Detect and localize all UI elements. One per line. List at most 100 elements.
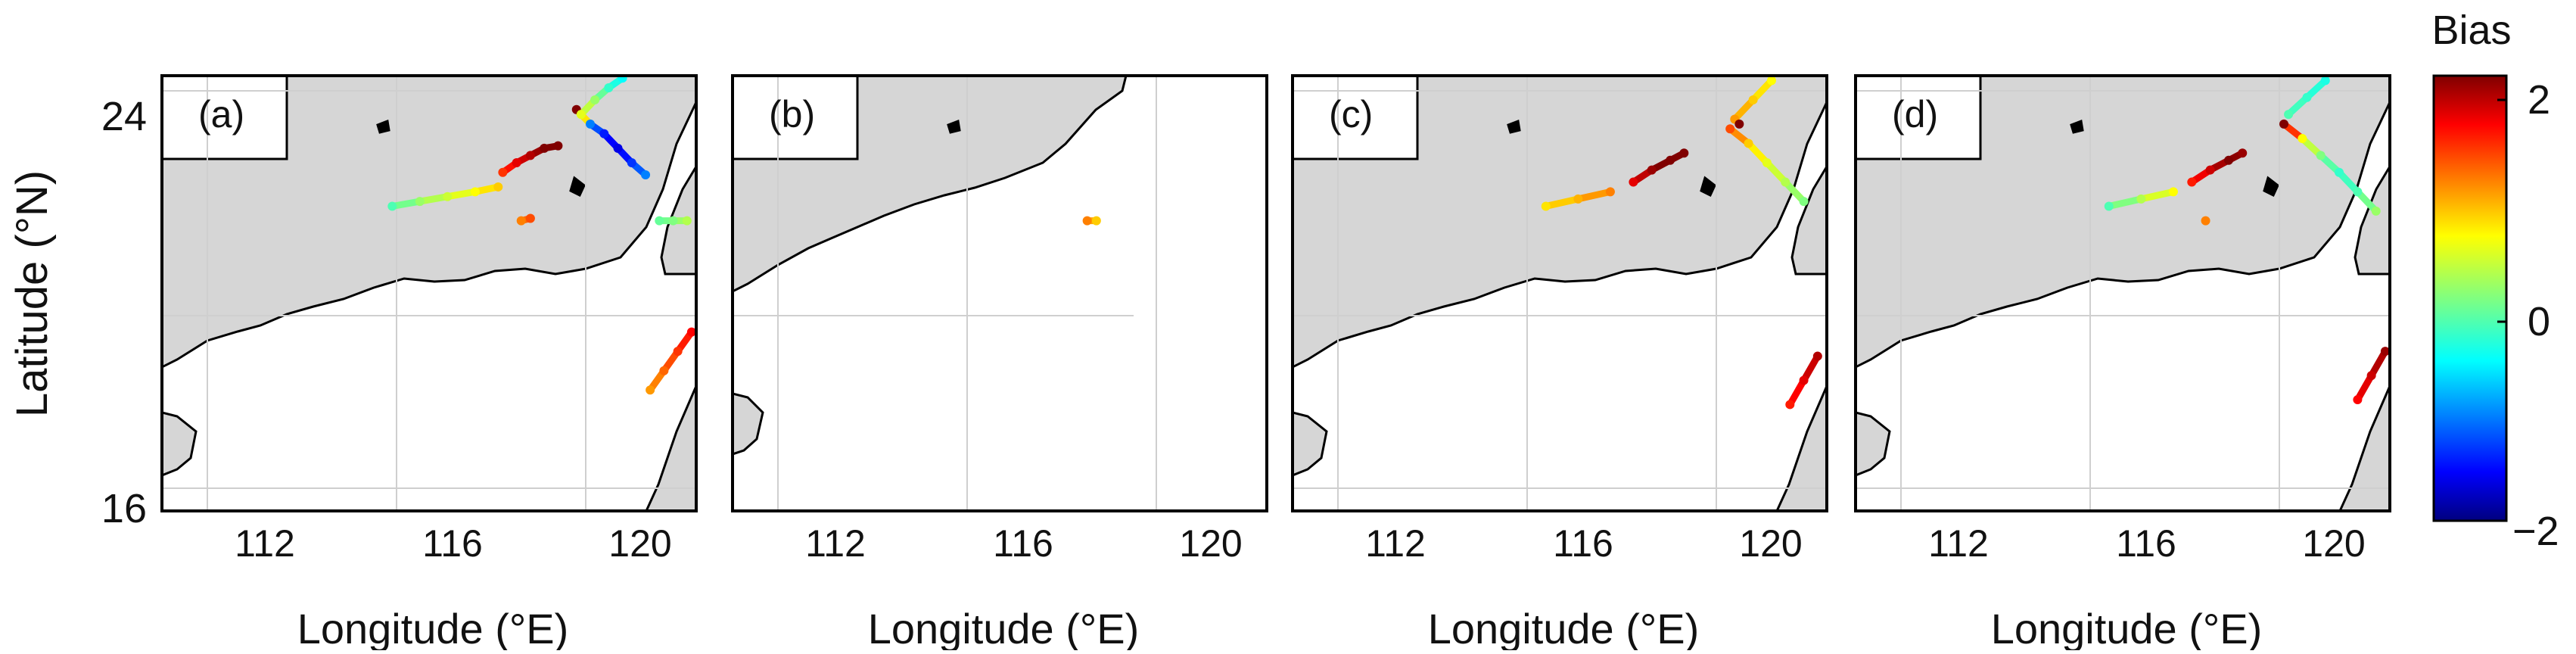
track-point bbox=[1812, 351, 1822, 361]
x-axis-label: Longitude (°E) bbox=[1428, 605, 1700, 650]
track-point bbox=[590, 95, 600, 104]
track-point bbox=[2335, 167, 2344, 177]
track-point bbox=[2371, 206, 2381, 216]
x-tick-label: 116 bbox=[422, 522, 483, 565]
track-point bbox=[2380, 347, 2390, 357]
x-axis-label: Longitude (°E) bbox=[1991, 605, 2263, 650]
track-point bbox=[2366, 371, 2376, 381]
land-area bbox=[1293, 76, 1827, 511]
map-grid bbox=[162, 76, 696, 511]
x-tick-label: 112 bbox=[235, 522, 295, 565]
track-point bbox=[1799, 375, 1809, 385]
track-point bbox=[2279, 119, 2289, 129]
x-tick-label: 116 bbox=[2116, 522, 2176, 565]
track-obs-d bbox=[2104, 76, 2390, 405]
track-point bbox=[2298, 134, 2307, 144]
track-segment bbox=[1574, 188, 1614, 203]
track-point bbox=[2223, 155, 2233, 165]
x-tick-label: 116 bbox=[993, 522, 1053, 565]
track-point bbox=[586, 119, 596, 129]
track-point bbox=[2353, 187, 2363, 197]
track-point bbox=[646, 385, 655, 395]
track-point bbox=[1748, 95, 1758, 104]
track-point bbox=[1605, 187, 1615, 197]
track-point bbox=[2104, 201, 2114, 211]
track-point bbox=[1629, 177, 1638, 187]
track-point bbox=[641, 170, 651, 179]
colorbar-tick-label: 2 bbox=[2528, 77, 2550, 123]
track-point bbox=[686, 327, 696, 337]
track-point bbox=[627, 158, 636, 167]
track-point bbox=[493, 182, 503, 192]
track-point bbox=[516, 216, 526, 226]
track-point bbox=[2316, 151, 2326, 160]
x-tick-label: 116 bbox=[1553, 522, 1613, 565]
track-point bbox=[443, 192, 453, 201]
x-tick-label: 120 bbox=[1179, 522, 1242, 565]
track-point bbox=[2136, 194, 2146, 204]
y-tick-label: 16 bbox=[101, 486, 147, 531]
track-segment bbox=[2137, 188, 2177, 203]
panel-label: (a) bbox=[198, 93, 244, 135]
x-axis-label: Longitude (°E) bbox=[297, 605, 569, 650]
track-point bbox=[673, 347, 683, 357]
track-point bbox=[1781, 177, 1790, 187]
track-point bbox=[2302, 92, 2312, 102]
colorbar: Bias 2 0 −2 bbox=[2431, 8, 2559, 554]
colorbar-gradient bbox=[2432, 74, 2508, 522]
track-point bbox=[655, 216, 664, 226]
track-point bbox=[553, 141, 563, 151]
track-point bbox=[2205, 165, 2215, 175]
x-axis-label: Longitude (°E) bbox=[868, 605, 1140, 650]
track-point bbox=[2238, 148, 2248, 158]
x-tick-label: 112 bbox=[1365, 522, 1426, 565]
track-point bbox=[525, 151, 535, 160]
x-tick-label: 120 bbox=[608, 522, 671, 565]
y-axis-label: Latitude (°N) bbox=[8, 170, 57, 417]
panel-label: (b) bbox=[769, 93, 815, 135]
map-grid bbox=[733, 76, 1157, 511]
track-point bbox=[1082, 216, 1092, 226]
y-tick-label: 24 bbox=[101, 94, 147, 139]
track-point bbox=[659, 366, 669, 375]
panel-b: (b) 112 116 120 Longitude (°E) bbox=[731, 74, 1268, 652]
colorbar-title: Bias bbox=[2431, 8, 2511, 53]
track-segment bbox=[1800, 353, 1822, 384]
panel-label: (d) bbox=[1892, 93, 1938, 135]
track-point bbox=[1766, 76, 1776, 86]
map-grid bbox=[1293, 76, 1827, 511]
track-point bbox=[525, 213, 535, 223]
track-point bbox=[682, 216, 692, 226]
track-obs-a bbox=[387, 76, 696, 395]
track-point bbox=[2201, 216, 2210, 226]
track-point bbox=[1799, 197, 1809, 207]
x-tick-label: 120 bbox=[1739, 522, 1802, 565]
colorbar-tick-label: −2 bbox=[2512, 509, 2559, 554]
track-point bbox=[1744, 139, 1753, 148]
track-point bbox=[1725, 124, 1735, 134]
track-point bbox=[1647, 165, 1657, 175]
land-area bbox=[733, 76, 1128, 456]
track-point bbox=[540, 143, 549, 153]
track-obs-b bbox=[1082, 216, 1101, 226]
track-point bbox=[668, 216, 678, 226]
track-point bbox=[1762, 158, 1772, 167]
panel-a: (a) 112 116 120 Longitude (°E) 24 16 bbox=[101, 74, 698, 652]
track-segment bbox=[388, 198, 424, 210]
track-obs-c bbox=[1541, 76, 1822, 410]
track-segment bbox=[2368, 347, 2389, 379]
track-point bbox=[1541, 201, 1551, 211]
track-segment bbox=[1786, 377, 1808, 408]
track-point bbox=[470, 187, 480, 197]
track-segment bbox=[1542, 195, 1582, 210]
track-point bbox=[2320, 76, 2330, 86]
map-grid bbox=[1856, 76, 2390, 511]
x-tick-label: 112 bbox=[1928, 522, 1989, 565]
panel-label: (c) bbox=[1329, 93, 1373, 135]
track-point bbox=[2284, 110, 2294, 120]
panel-c: (c) 112 116 120 Longitude (°E) bbox=[1291, 74, 1828, 652]
track-point bbox=[1666, 155, 1675, 165]
panel-d: (d) 112 116 120 Longitude (°E) bbox=[1854, 74, 2391, 652]
track-point bbox=[2187, 177, 2197, 187]
x-tick-label: 120 bbox=[2302, 522, 2365, 565]
